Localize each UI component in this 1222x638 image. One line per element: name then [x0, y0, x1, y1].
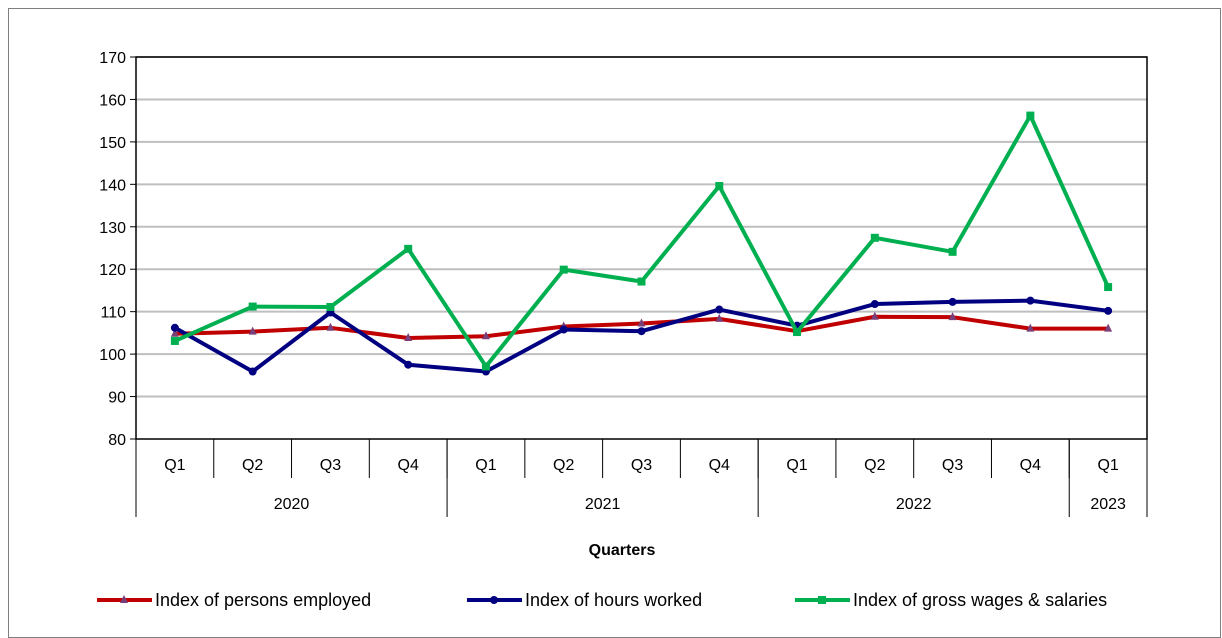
circle-marker	[715, 305, 724, 314]
legend-label: Index of hours worked	[525, 590, 702, 610]
legend-item: Index of hours worked	[467, 590, 702, 610]
triangle-marker	[120, 595, 128, 603]
square-marker	[481, 362, 490, 371]
x-tick-label: Q4	[709, 457, 730, 474]
triangle-marker	[1104, 323, 1113, 332]
circle-marker	[490, 596, 498, 604]
circle-marker	[637, 327, 646, 336]
circle-marker	[1026, 296, 1035, 305]
y-tick-label: 80	[108, 432, 126, 449]
triangle-marker	[948, 312, 957, 321]
circle-marker	[1104, 306, 1113, 315]
triangle-marker	[326, 322, 335, 331]
year-label: 2022	[896, 496, 932, 513]
triangle-marker	[637, 318, 646, 327]
year-label: 2020	[274, 496, 310, 513]
x-tick-label: Q4	[1020, 457, 1041, 474]
square-marker	[559, 265, 568, 274]
series-layer	[170, 111, 1113, 376]
plot-area-border	[135, 56, 1148, 440]
triangle-marker	[404, 332, 413, 341]
series-2	[170, 296, 1113, 376]
triangle-marker	[1026, 323, 1035, 332]
y-tick-label: 140	[99, 177, 126, 194]
x-tick-label: Q1	[786, 457, 807, 474]
triangle-marker	[170, 328, 179, 337]
x-tick-label: Q3	[942, 457, 963, 474]
square-marker	[637, 277, 646, 286]
y-tick-label: 90	[108, 390, 126, 407]
square-marker	[404, 244, 413, 253]
triangle-marker	[715, 313, 724, 322]
x-tick-label: Q1	[164, 457, 185, 474]
legend-item: Index of gross wages & salaries	[795, 590, 1107, 610]
square-marker	[1104, 283, 1113, 292]
y-tick-label: 110	[100, 305, 126, 322]
square-marker	[715, 182, 724, 191]
y-tick-label: 160	[99, 92, 126, 109]
circle-marker	[948, 297, 957, 306]
x-tick-label: Q1	[1097, 457, 1118, 474]
square-marker	[1026, 111, 1035, 120]
square-marker	[793, 328, 802, 337]
legend-item: Index of persons employed	[97, 590, 371, 610]
circle-marker	[170, 323, 179, 332]
y-tick-label: 100	[99, 347, 126, 364]
square-marker	[948, 247, 957, 256]
legend: Index of persons employed Index of hours …	[97, 590, 1107, 610]
legend-label: Index of gross wages & salaries	[853, 590, 1107, 610]
y-tick-label: 150	[99, 135, 126, 152]
circle-marker	[248, 367, 257, 376]
x-tick-label: Q2	[553, 457, 574, 474]
triangle-marker	[481, 331, 490, 340]
x-tick-label: Q3	[320, 457, 341, 474]
circle-marker	[559, 325, 568, 334]
x-tick-label: Q2	[242, 457, 263, 474]
triangle-marker	[870, 311, 879, 320]
y-tick-label: 120	[99, 262, 126, 279]
square-marker	[818, 596, 826, 604]
y-tick-label: 170	[99, 50, 126, 67]
circle-marker	[404, 360, 413, 369]
circle-marker	[870, 300, 879, 309]
x-tick-label: Q4	[398, 457, 419, 474]
square-marker	[326, 302, 335, 311]
year-label: 2021	[585, 496, 621, 513]
x-tick-label: Q2	[864, 457, 885, 474]
axes: 80 90 100 110 120 130 140 150 160 170 Q1 Q2 Q3 Q4 Q1 Q2…	[99, 50, 1148, 517]
legend-label: Index of persons employed	[155, 590, 371, 610]
series-3	[170, 111, 1113, 371]
x-axis-title: Quarters	[589, 542, 656, 559]
square-marker	[248, 302, 257, 311]
year-label: 2023	[1090, 496, 1126, 513]
y-tick-label: 130	[99, 220, 126, 237]
triangle-marker	[248, 326, 257, 335]
x-tick-label: Q3	[631, 457, 652, 474]
square-marker	[870, 233, 879, 242]
series-1	[170, 311, 1113, 341]
square-marker	[170, 336, 179, 345]
x-tick-label: Q1	[475, 457, 496, 474]
